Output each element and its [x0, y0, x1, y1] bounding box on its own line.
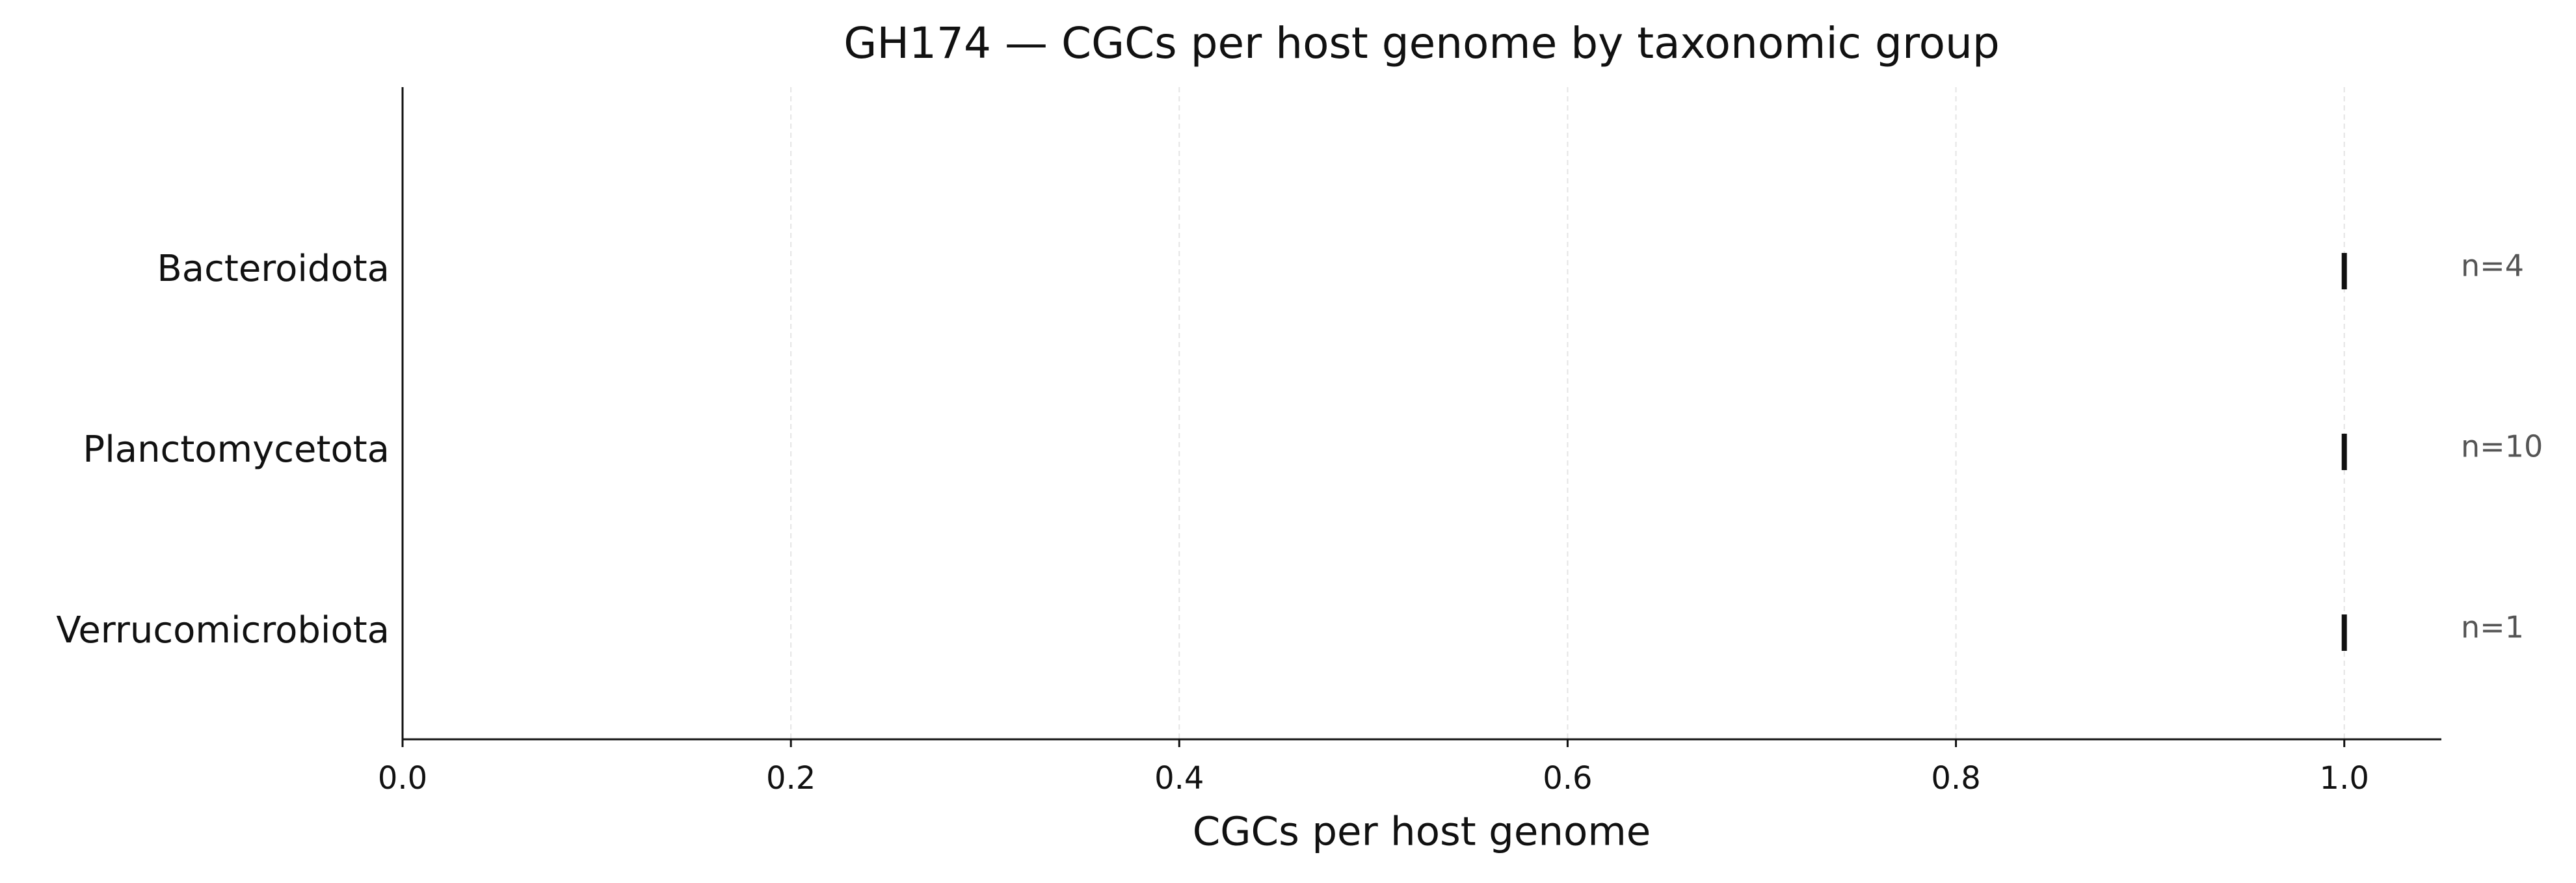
annotation: n=4 [2461, 248, 2524, 283]
annotation: n=1 [2461, 610, 2524, 645]
x-tick-label: 0.6 [1543, 760, 1592, 797]
chart-title: GH174 — CGCs per host genome by taxonomi… [843, 18, 2000, 68]
x-tick-label: 0.0 [378, 760, 427, 797]
y-tick-label: Bacteroidota [157, 248, 390, 290]
x-tick-label: 1.0 [2320, 760, 2369, 797]
x-axis-label: CGCs per host genome [1193, 809, 1651, 855]
x-tick-label: 0.8 [1931, 760, 1980, 797]
y-tick-label: Verrucomicrobiota [56, 609, 390, 652]
x-tick-label: 0.4 [1154, 760, 1204, 797]
y-tick-label: Planctomycetota [83, 428, 390, 471]
annotation: n=10 [2461, 429, 2543, 464]
x-tick-label: 0.2 [766, 760, 816, 797]
